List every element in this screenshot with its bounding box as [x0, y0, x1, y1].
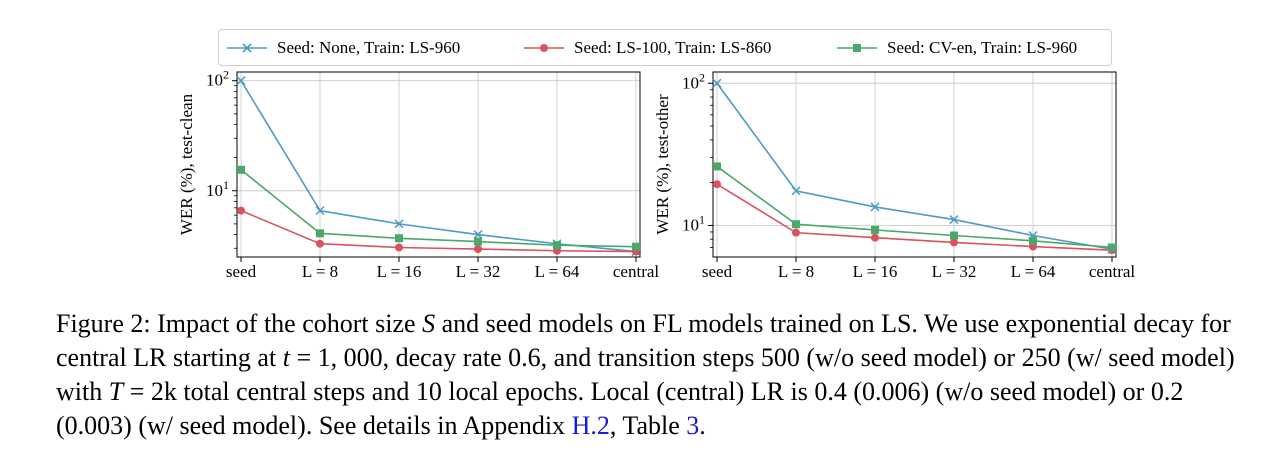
data-point-square	[1029, 236, 1037, 245]
legend-label: Seed: LS-100, Train: LS-860	[574, 37, 772, 57]
y-tick-label: 101	[206, 178, 229, 200]
chart-legend: Seed: None, Train: LS-960 Seed: LS-100, …	[218, 29, 1112, 66]
data-point-x	[870, 202, 880, 212]
data-point-circle	[950, 238, 958, 247]
data-point-square	[316, 229, 324, 238]
data-point-x	[949, 215, 959, 225]
legend-label: Seed: CV-en, Train: LS-960	[887, 37, 1078, 57]
x-tick-label: L = 32	[456, 262, 501, 281]
y-tick-label: 102	[206, 68, 229, 90]
data-point-circle	[474, 245, 482, 254]
x-tick-label: L = 16	[377, 262, 422, 281]
data-point-x	[394, 219, 404, 229]
series-line	[240, 169, 637, 248]
data-point-x	[236, 76, 246, 86]
caption-text-segment: , Table	[609, 411, 687, 440]
data-point-square	[237, 165, 245, 174]
data-point-circle	[871, 233, 879, 242]
series-line	[240, 209, 637, 253]
data-point-x	[791, 186, 801, 196]
series-line	[240, 80, 637, 253]
data-point-square	[474, 237, 482, 246]
data-point-square	[871, 225, 879, 234]
caption-text-segment: t	[282, 343, 290, 372]
plot-frame	[712, 71, 1117, 258]
x-tick-label: central	[1089, 262, 1136, 281]
data-point-x	[473, 230, 483, 240]
data-point-circle	[237, 206, 245, 215]
x-tick-label: seed	[226, 262, 257, 281]
data-point-circle	[395, 243, 403, 252]
legend-item: Seed: LS-100, Train: LS-860	[524, 30, 771, 65]
figure-caption: Figure 2: Impact of the cohort size S an…	[56, 307, 1246, 443]
x-tick-label: L = 8	[302, 262, 338, 281]
legend-marker-square-icon	[837, 43, 877, 52]
caption-text-segment: = 1, 000, decay rate 0.6, and transition…	[56, 343, 1235, 406]
caption-text-segment: Figure 2: Impact of the cohort size	[56, 309, 423, 338]
chart-test-other: 101 102 seed L = 8 L = 16 L = 32 L = 64 central…	[653, 70, 1135, 281]
x-tick-label: seed	[702, 262, 733, 281]
y-tick-label: 101	[682, 212, 705, 234]
plot-frame	[236, 71, 641, 258]
caption-reference-link[interactable]: H.2	[571, 411, 610, 440]
data-point-x	[315, 206, 325, 216]
legend-marker-circle-icon	[524, 43, 564, 52]
y-axis-label: WER (%), test-other	[653, 94, 672, 235]
legend-item: Seed: None, Train: LS-960	[227, 30, 460, 65]
data-point-circle	[792, 228, 800, 237]
x-tick-label: L = 64	[1011, 262, 1056, 281]
x-tick-label: L = 16	[853, 262, 898, 281]
series-line	[716, 82, 1113, 251]
series-line	[716, 183, 1113, 251]
y-tick-label: 102	[682, 70, 705, 92]
data-point-square	[950, 231, 958, 240]
data-point-circle	[316, 239, 324, 248]
data-point-square	[553, 241, 561, 250]
x-tick-label: L = 8	[778, 262, 814, 281]
data-point-square	[713, 162, 721, 171]
data-point-square	[792, 220, 800, 229]
x-tick-label: L = 64	[535, 262, 580, 281]
data-point-x	[712, 78, 722, 88]
legend-item: Seed: CV-en, Train: LS-960	[837, 30, 1077, 65]
caption-text-segment: .	[699, 411, 706, 440]
y-axis-label: WER (%), test-clean	[177, 93, 196, 235]
data-point-square	[632, 242, 640, 251]
caption-text-segment: S	[422, 309, 436, 338]
x-tick-label: central	[613, 262, 660, 281]
data-point-square	[1108, 243, 1116, 252]
caption-text-segment: and seed models on FL models trained on …	[56, 309, 1231, 372]
caption-text-segment: = 2k total central steps and 10 local ep…	[56, 377, 1184, 440]
x-tick-label: L = 32	[932, 262, 977, 281]
legend-label: Seed: None, Train: LS-960	[277, 37, 461, 57]
caption-text-segment: T	[108, 377, 124, 406]
data-point-square	[395, 234, 403, 243]
chart-test-clean: 101 102 seed L = 8 L = 16 L = 32 L = 64 central…	[177, 68, 659, 281]
data-point-circle	[713, 180, 721, 189]
caption-reference-link[interactable]: 3	[686, 411, 700, 440]
legend-marker-x-icon	[227, 42, 267, 53]
series-line	[716, 165, 1113, 249]
